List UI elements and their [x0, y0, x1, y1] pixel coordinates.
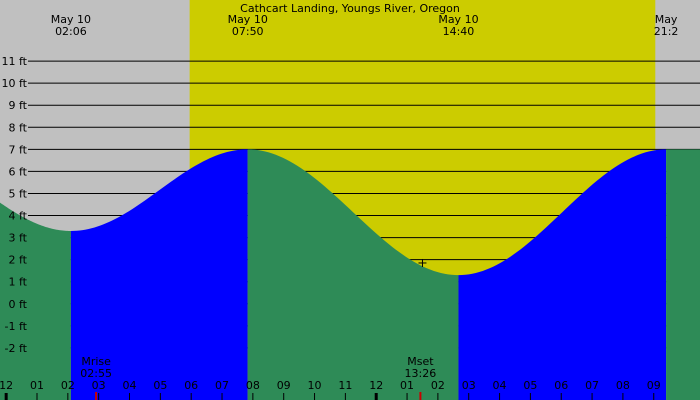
y-tick-label: 1 ft — [9, 276, 28, 289]
falling-tide-area — [666, 149, 700, 400]
rising-tide-area — [458, 149, 667, 400]
extreme-time-label: 14:40 — [443, 25, 475, 38]
hour-label: 04 — [123, 379, 137, 392]
y-tick-label: -2 ft — [5, 342, 28, 355]
hour-label: 03 — [92, 379, 106, 392]
hour-label: 09 — [647, 379, 661, 392]
y-tick-label: 3 ft — [9, 232, 28, 245]
extreme-time-label: 07:50 — [232, 25, 264, 38]
hour-label: 08 — [246, 379, 260, 392]
hour-axis: 1112010203040506070809101112010203040506… — [0, 379, 661, 400]
hour-label: 11 — [338, 379, 352, 392]
moon-event-time: 13:26 — [405, 367, 437, 380]
moon-event-time: 02:55 — [80, 367, 112, 380]
y-tick-label: 4 ft — [9, 210, 28, 223]
extreme-time-label: 21:2 — [654, 25, 679, 38]
y-tick-label: 10 ft — [2, 77, 28, 90]
y-tick-label: 9 ft — [9, 99, 28, 112]
current-time-marker — [418, 258, 427, 267]
y-tick-label: 8 ft — [9, 121, 28, 134]
y-tick-label: -1 ft — [5, 320, 28, 333]
hour-label: 03 — [462, 379, 476, 392]
hour-label: 07 — [585, 379, 599, 392]
falling-tide-area — [247, 149, 459, 400]
hour-label: 02 — [61, 379, 75, 392]
hour-label: 07 — [215, 379, 229, 392]
hour-label: 05 — [153, 379, 167, 392]
chart-title: Cathcart Landing, Youngs River, Oregon — [240, 2, 460, 15]
rising-tide-area — [70, 149, 248, 400]
falling-tide-area — [0, 202, 71, 400]
hour-label: 10 — [308, 379, 322, 392]
extreme-date-label: May 10 — [51, 13, 91, 26]
hour-label: 01 — [400, 379, 414, 392]
hour-label: 05 — [523, 379, 537, 392]
extreme-date-label: May 10 — [228, 13, 268, 26]
y-tick-label: 11 ft — [2, 55, 28, 68]
hour-label: 09 — [277, 379, 291, 392]
extreme-date-label: May — [655, 13, 678, 26]
y-tick-label: 5 ft — [9, 187, 28, 200]
moon-event-label: Mset — [407, 355, 434, 368]
moon-event-label: Mrise — [81, 355, 111, 368]
hour-label: 08 — [616, 379, 630, 392]
hour-label: 12 — [0, 379, 13, 392]
hour-label: 12 — [369, 379, 383, 392]
y-tick-label: 2 ft — [9, 254, 28, 267]
hour-label: 02 — [431, 379, 445, 392]
y-tick-label: 7 ft — [9, 143, 28, 156]
extreme-time-label: 02:06 — [55, 25, 87, 38]
y-tick-label: 6 ft — [9, 165, 28, 178]
tide-curve — [0, 149, 700, 400]
extreme-date-label: May 10 — [438, 13, 478, 26]
hour-label: 04 — [493, 379, 507, 392]
hour-label: 06 — [554, 379, 568, 392]
hour-label: 01 — [30, 379, 44, 392]
y-tick-label: 0 ft — [9, 298, 28, 311]
hour-label: 06 — [184, 379, 198, 392]
y-tick-labels: -2 ft -1 ft 0 ft 1 ft 2 ft 3 ft 4 ft 5 ft 6 ft 7 … — [2, 55, 28, 355]
